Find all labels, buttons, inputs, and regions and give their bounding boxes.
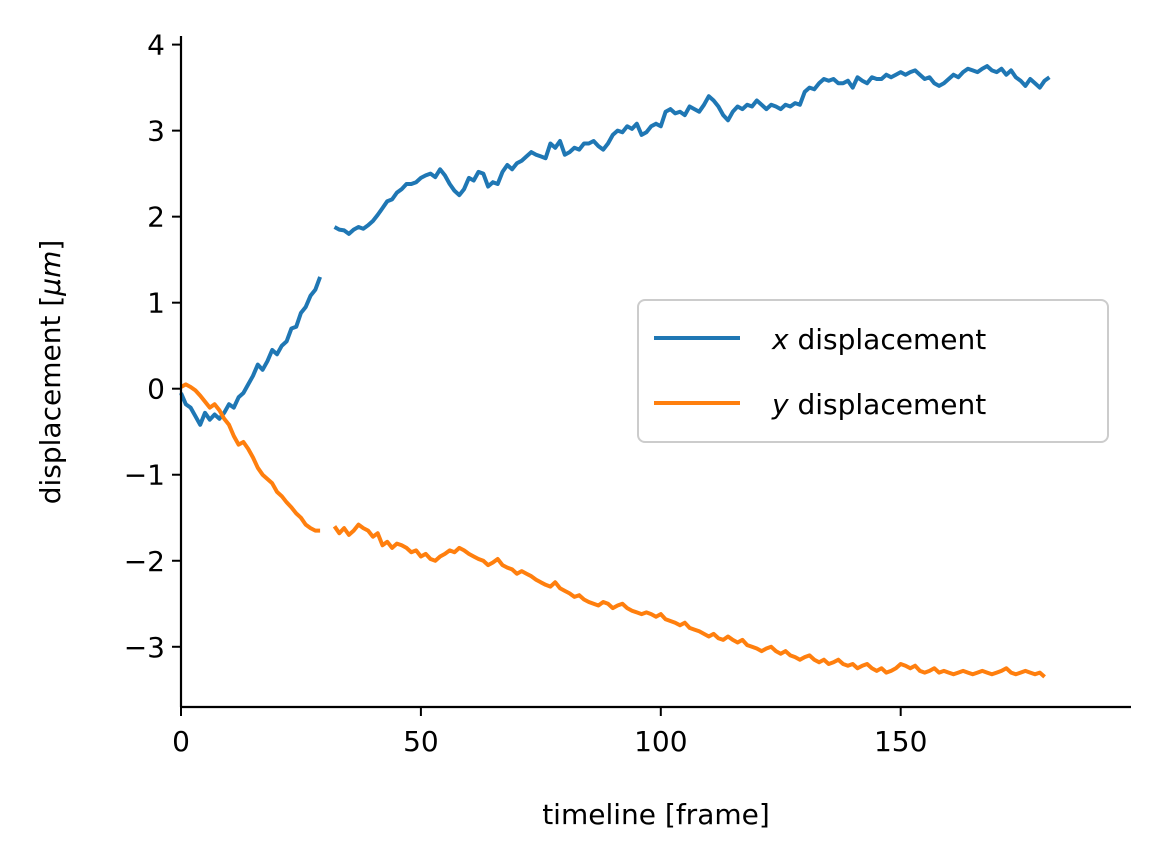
y-tick-label: −1 (124, 459, 165, 492)
legend-rest-y: displacement (789, 388, 987, 421)
x-tick-label: 100 (634, 725, 687, 758)
x-axis-label: timeline [frame] (542, 798, 770, 831)
legend-rest-x: displacement (789, 323, 987, 356)
x-tick-label: 150 (874, 725, 927, 758)
y-tick-label: −3 (124, 631, 165, 664)
legend-box (637, 299, 1109, 443)
plot-area (179, 64, 1051, 679)
x-axis-ticks: 0 50 100 150 (172, 707, 927, 758)
y-tick-label: 2 (147, 201, 165, 234)
y-axis-label: displacement [μm] (34, 240, 67, 505)
legend-label-y: y displacement (771, 388, 986, 421)
y-tick-label: 0 (147, 373, 165, 406)
y-tick-label: 4 (147, 29, 165, 62)
y-tick-label: 3 (147, 115, 165, 148)
y-displacement-line-segment-2 (332, 522, 1046, 679)
y-tick-label: 1 (147, 287, 165, 320)
y-axis-label-unit: μm (34, 251, 67, 297)
y-axis-ticks: −3 −2 −1 0 1 2 3 4 (124, 29, 181, 664)
legend-var-y: y (771, 388, 789, 421)
legend-label-x: x displacement (771, 323, 986, 356)
y-displacement-line-segment-1 (180, 382, 321, 533)
x-displacement-line-segment-2 (333, 64, 1051, 236)
y-axis-label-close: ] (34, 240, 67, 251)
legend-var-x: x (771, 323, 789, 356)
x-displacement-line-segment-1 (179, 276, 322, 427)
legend: x displacement y displacement (637, 299, 1109, 443)
x-tick-label: 0 (172, 725, 190, 758)
x-tick-label: 50 (403, 725, 439, 758)
y-tick-label: −2 (124, 545, 165, 578)
y-axis-label-text: displacement [ (34, 296, 67, 505)
